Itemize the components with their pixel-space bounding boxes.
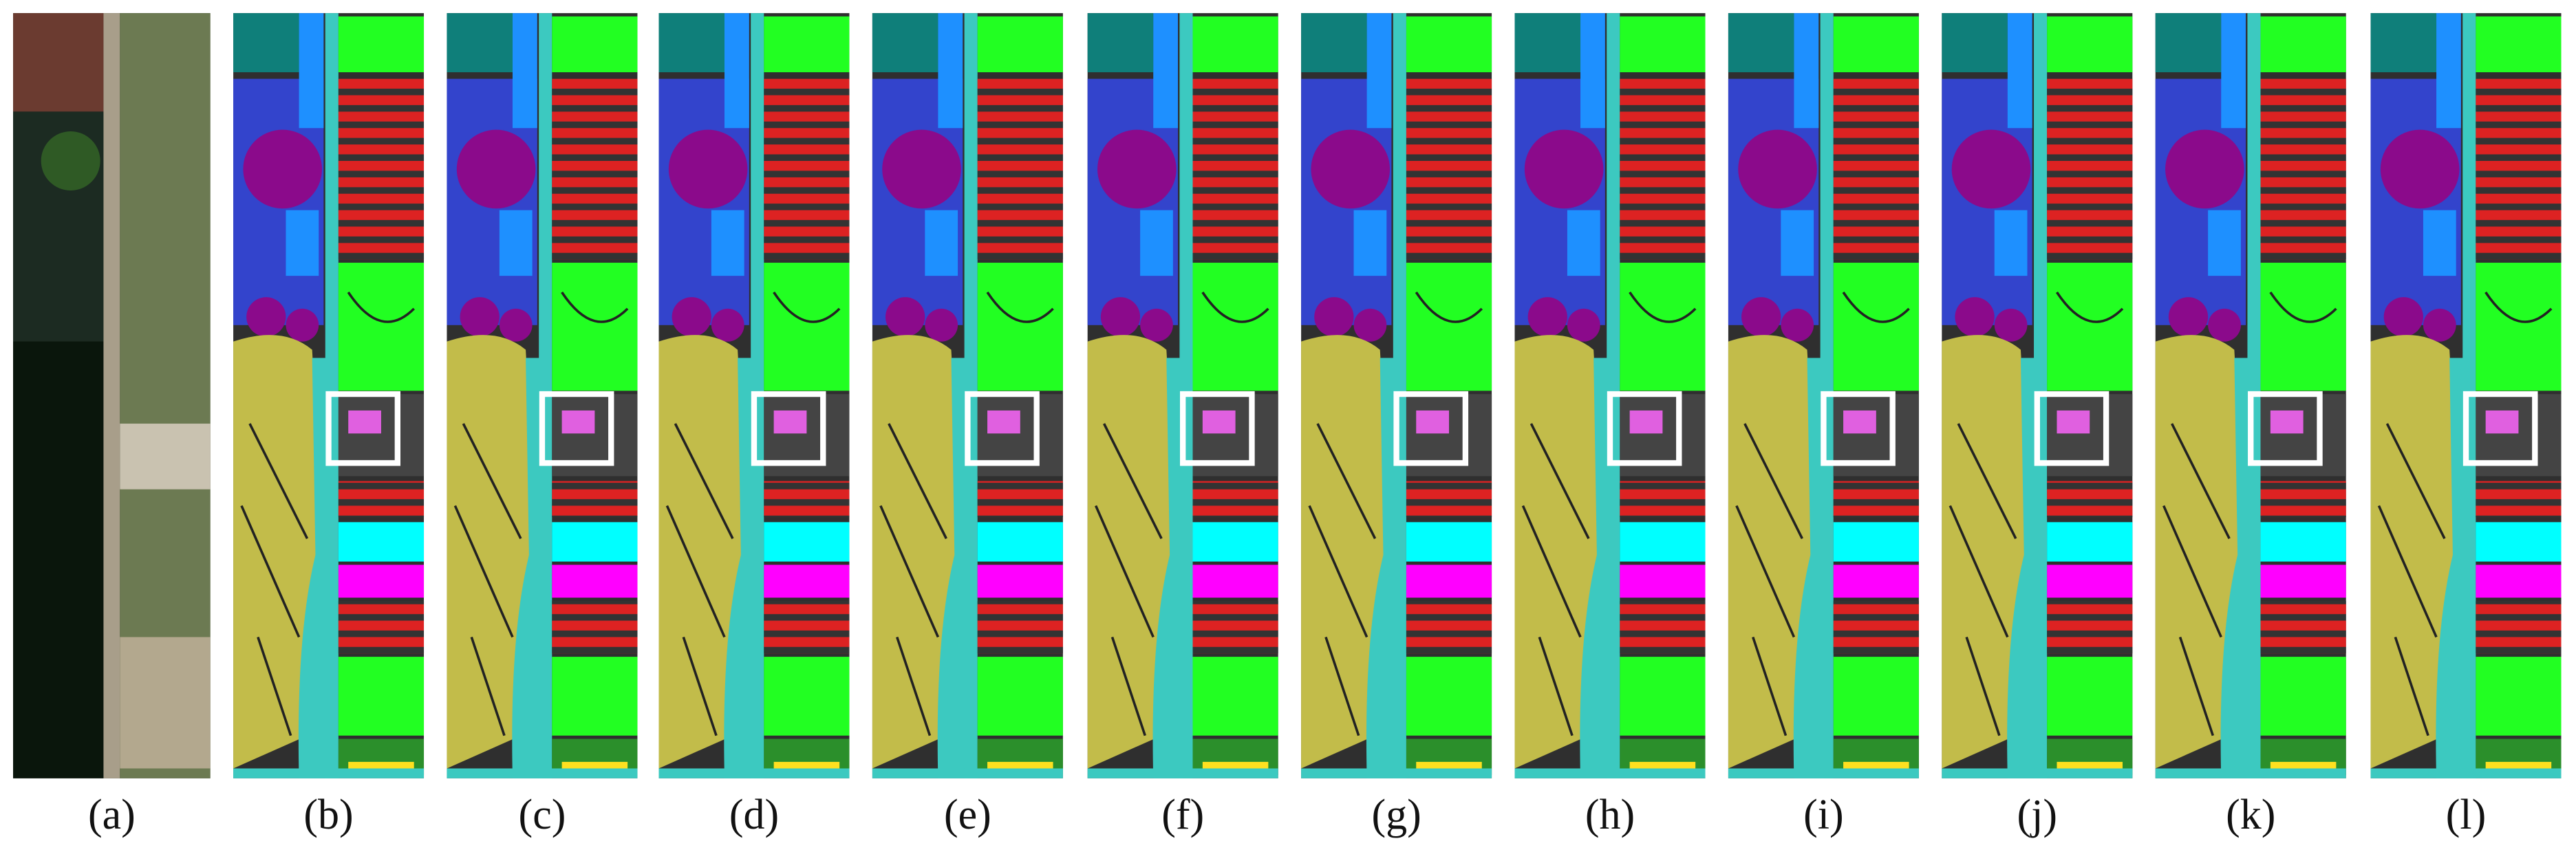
panel-label: (d) xyxy=(729,791,779,838)
panel-label: (l) xyxy=(2446,791,2487,838)
panel-label: (g) xyxy=(1371,791,1421,838)
classification-map xyxy=(1088,13,1278,778)
classification-map xyxy=(233,13,424,778)
classification-map xyxy=(2371,13,2562,778)
panel-label: (a) xyxy=(88,791,136,838)
classification-map xyxy=(447,13,637,778)
panel-label: (j) xyxy=(2017,791,2058,838)
panel-label: (k) xyxy=(2226,791,2275,838)
panel-label: (h) xyxy=(1585,791,1635,838)
classification-map xyxy=(1515,13,1706,778)
rgb-image xyxy=(13,13,211,778)
classification-map xyxy=(1728,13,1919,778)
panel-label: (b) xyxy=(303,791,353,838)
panel-label: (e) xyxy=(944,791,991,838)
panel-label: (f) xyxy=(1161,791,1204,838)
classification-map xyxy=(2156,13,2346,778)
classification-map xyxy=(1301,13,1492,778)
classification-map xyxy=(658,13,849,778)
classification-map xyxy=(872,13,1063,778)
panel-label: (c) xyxy=(519,791,566,838)
classification-map xyxy=(1942,13,2132,778)
panel-label: (i) xyxy=(1803,791,1844,838)
